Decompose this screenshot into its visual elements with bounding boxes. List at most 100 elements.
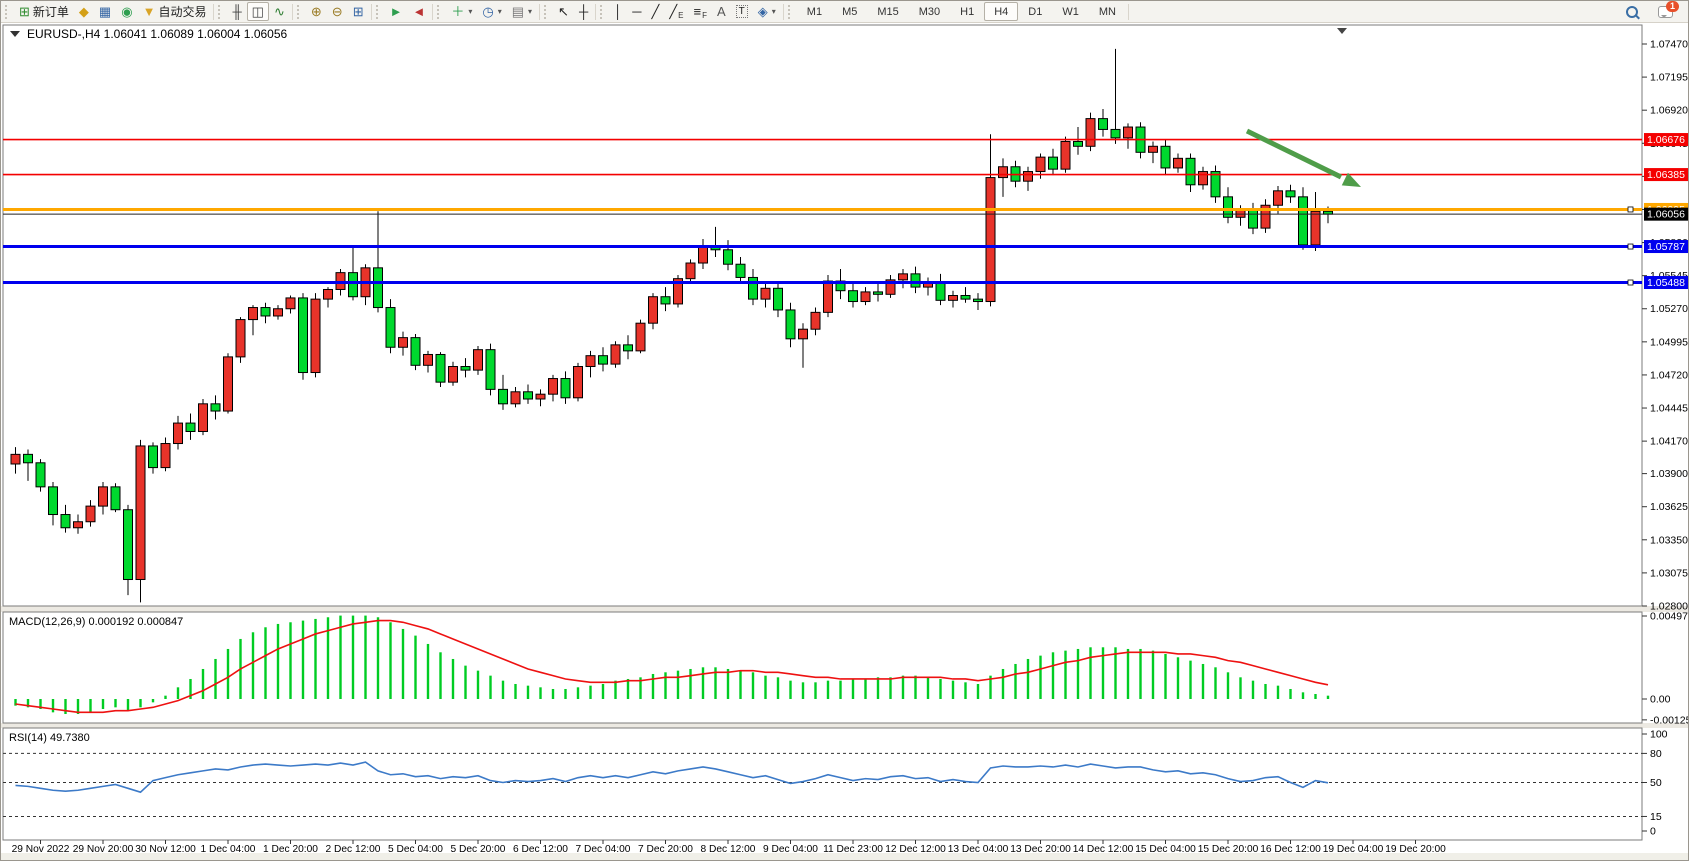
autotrading-button[interactable]: ▼ 自动交易 [138, 2, 212, 21]
macd-histogram-bar [1164, 653, 1167, 699]
indicators-icon: ＋ [451, 4, 465, 19]
price-tick-label: 1.05270 [1650, 303, 1688, 315]
auto-scroll-button[interactable]: ► [385, 2, 408, 21]
text-button[interactable]: A [712, 2, 731, 21]
bearish-candle [48, 486, 58, 516]
bullish-candle [423, 353, 433, 366]
macd-histogram-bar [1251, 680, 1255, 699]
market-watch-button[interactable]: ◆ [74, 2, 94, 21]
tf-m15[interactable]: M15 [867, 2, 908, 21]
macd-histogram-bar [401, 628, 405, 699]
tf-m30[interactable]: M30 [909, 2, 950, 21]
toolbar-group: M1 M5 M15 M30 H1 H4 D1 W1 MN [786, 1, 1131, 22]
tf-m5-label: M5 [842, 5, 858, 18]
bearish-candle [210, 403, 221, 412]
macd-pane[interactable] [2, 611, 1643, 724]
bullish-candle [1173, 157, 1183, 169]
macd-histogram-bar [651, 673, 655, 699]
rsi-tick-label: 80 [1650, 748, 1662, 760]
data-window-button[interactable]: ▦ [94, 2, 116, 21]
zoom-in-button[interactable]: ⊕ [306, 2, 327, 21]
time-tick-label: 15 Dec 04:00 [1135, 844, 1196, 855]
periods-button[interactable]: ◷ ▾ [477, 2, 506, 21]
pane-splitter[interactable] [1, 606, 1689, 612]
channel-button[interactable]: ╱ E [664, 2, 688, 21]
macd-histogram-bar [114, 699, 117, 708]
bullish-candle [885, 279, 896, 295]
tf-h1[interactable]: H1 [950, 2, 984, 21]
vline-button[interactable]: │ [609, 2, 627, 21]
chart-shift-marker[interactable] [1337, 28, 1347, 34]
chevron-down-icon: ▾ [771, 7, 776, 16]
chart-shift-button[interactable]: ◄ [407, 2, 430, 21]
toolbar-separator [213, 3, 215, 20]
crosshair-button[interactable]: ┼ [574, 2, 593, 21]
new-order-button[interactable]: ⊞ 新订单 [14, 2, 74, 21]
shapes-button[interactable]: ◈ ▾ [753, 2, 781, 21]
bullish-candle [85, 505, 96, 523]
line-handle[interactable] [1627, 206, 1634, 213]
one-click-trading-toggle[interactable] [10, 31, 20, 37]
hline-button[interactable]: ─ [627, 2, 646, 21]
toolbar-group: ＋ ▾ ◷ ▾ ▤ ▾ [435, 1, 542, 22]
search-button[interactable] [1621, 2, 1643, 21]
trendline-button[interactable]: ╱ [647, 2, 665, 21]
tf-w1[interactable]: W1 [1052, 2, 1089, 21]
toolbar-group: ⊕ ⊖ ⊞ [295, 1, 374, 22]
price-level-badge [1644, 240, 1688, 254]
tf-h4[interactable]: H4 [984, 2, 1019, 21]
bearish-candle [935, 281, 946, 301]
macd-histogram-bar [1151, 650, 1155, 699]
line-chart-button[interactable]: ∿ [269, 2, 290, 21]
bar-chart-button[interactable]: ╫ [227, 2, 246, 21]
macd-histogram-bar [414, 635, 417, 699]
bullish-candle [10, 453, 21, 465]
macd-histogram-bar [176, 687, 180, 699]
tf-w1-label: W1 [1062, 5, 1079, 18]
macd-histogram-bar [1139, 648, 1142, 699]
bearish-candle [1048, 156, 1058, 170]
bearish-candle [498, 388, 508, 405]
macd-histogram-bar [626, 678, 630, 699]
bullish-candle [673, 278, 683, 305]
tf-d1[interactable]: D1 [1018, 2, 1052, 21]
tf-m1[interactable]: M1 [797, 2, 832, 21]
rsi-pane[interactable] [2, 727, 1643, 841]
tf-h4-label: H4 [994, 5, 1009, 18]
macd-histogram-bar [1014, 663, 1017, 699]
macd-histogram-bar [1214, 667, 1217, 699]
navigator-button[interactable]: ◉ [116, 2, 137, 21]
macd-histogram-bar [926, 677, 930, 699]
candlestick-button[interactable]: ◫ [246, 2, 269, 21]
trend-arrow[interactable] [1245, 128, 1343, 180]
macd-histogram-bar [464, 665, 467, 699]
zoom-out-button[interactable]: ⊖ [327, 2, 348, 21]
tf-mn[interactable]: MN [1089, 2, 1126, 21]
cursor-button[interactable]: ↖ [553, 2, 574, 21]
price-level-badge [1644, 168, 1688, 182]
notifications-button[interactable]: 1 [1653, 1, 1679, 21]
rsi-label: RSI(14) 49.7380 [9, 732, 90, 744]
templates-button[interactable]: ▤ ▾ [507, 2, 537, 21]
tile-windows-button[interactable]: ⊞ [348, 2, 369, 21]
tf-m5[interactable]: M5 [832, 2, 867, 21]
bearish-candle [185, 422, 196, 432]
macd-histogram-bar [301, 620, 305, 699]
tf-m30-label: M30 [918, 5, 941, 18]
indicators-button[interactable]: ＋ ▾ [446, 2, 477, 21]
time-tick-label: 7 Dec 20:00 [638, 844, 693, 855]
time-tick-label: 30 Nov 12:00 [135, 844, 196, 855]
label-button[interactable]: T [731, 2, 753, 21]
pane-splitter[interactable] [1, 723, 1689, 728]
bearish-candle [348, 272, 358, 298]
macd-histogram-bar [189, 678, 192, 699]
fibonacci-button[interactable]: ≡ F [689, 2, 712, 21]
bid-price-badge [1644, 207, 1688, 221]
line-handle[interactable] [1627, 279, 1634, 286]
line-handle[interactable] [1627, 243, 1634, 250]
trend-arrow-head[interactable] [1341, 172, 1361, 187]
chart-area[interactable]: 1.074701.071951.069201.066451.063701.060… [1, 23, 1689, 861]
search-icon [1626, 5, 1638, 18]
bullish-candle [635, 322, 646, 352]
